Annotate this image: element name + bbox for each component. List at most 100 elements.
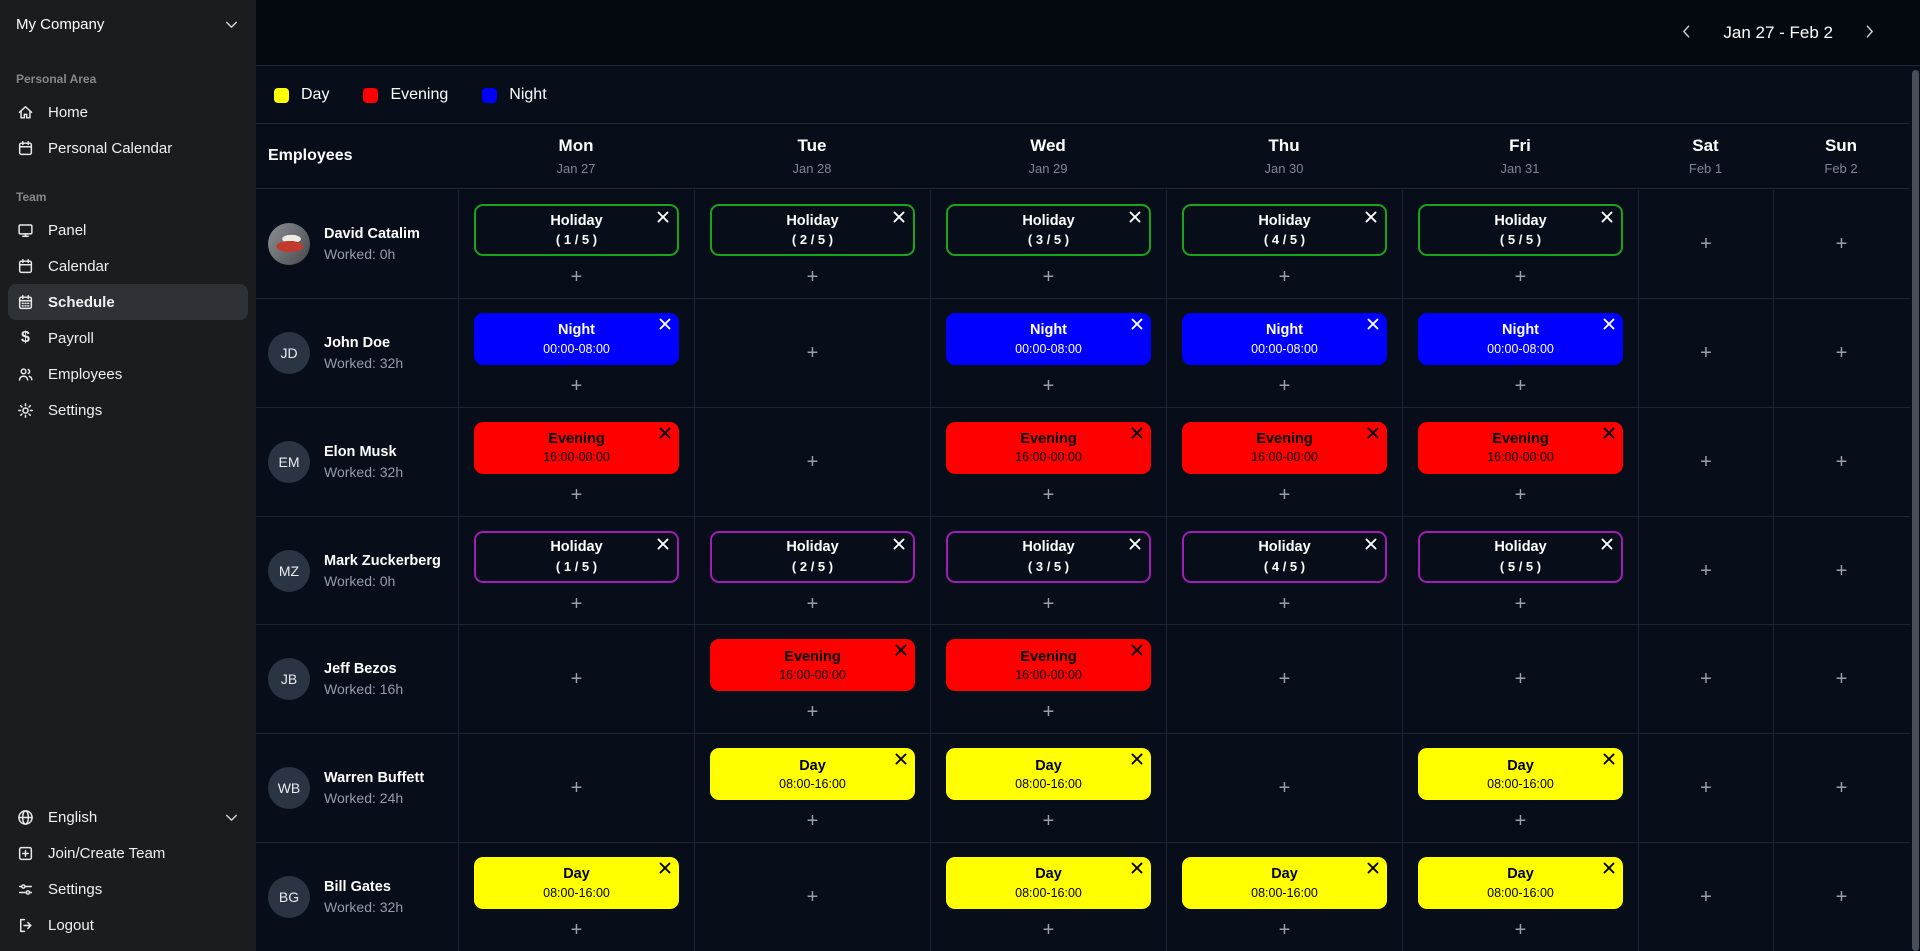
add-shift-button[interactable]: + [1269,590,1301,618]
remove-shift-button[interactable] [1365,316,1381,335]
remove-shift-button[interactable] [1601,751,1617,770]
sidebar-footer-item-join-create-team[interactable]: Join/Create Team [8,835,248,871]
remove-shift-button[interactable] [1129,642,1145,661]
remove-shift-button[interactable] [1127,209,1143,228]
add-shift-button[interactable]: + [1505,263,1537,291]
add-shift-button[interactable]: + [797,590,829,618]
add-shift-button[interactable]: + [1826,665,1858,693]
add-shift-button[interactable]: + [561,590,593,618]
remove-shift-button[interactable] [1601,860,1617,879]
add-shift-button[interactable]: + [1690,448,1722,476]
shift-day[interactable]: Day 08:00-16:00 [1418,748,1623,801]
add-shift-button[interactable]: + [1826,339,1858,367]
remove-shift-button[interactable] [893,751,909,770]
sidebar-footer-item-settings[interactable]: Settings [8,871,248,907]
sidebar-item-panel[interactable]: Panel [8,212,248,248]
add-shift-button[interactable]: + [797,698,829,726]
shift-day[interactable]: Day 08:00-16:00 [1418,857,1623,910]
remove-shift-button[interactable] [655,536,671,555]
add-shift-button[interactable]: + [1269,263,1301,291]
prev-week-button[interactable] [1674,19,1699,47]
shift-holiday-purple[interactable]: Holiday ( 2 / 5 ) [710,530,915,583]
remove-shift-button[interactable] [657,316,673,335]
add-shift-button[interactable]: + [1826,230,1858,258]
remove-shift-button[interactable] [1601,316,1617,335]
sidebar-item-calendar[interactable]: Calendar [8,248,248,284]
add-shift-button[interactable]: + [1690,557,1722,585]
shift-day[interactable]: Day 08:00-16:00 [946,748,1151,801]
add-shift-button[interactable]: + [1826,883,1858,911]
shift-evening[interactable]: Evening 16:00-00:00 [946,421,1151,474]
add-shift-button[interactable]: + [797,448,829,476]
sidebar-footer-item-logout[interactable]: Logout [8,907,248,943]
add-shift-button[interactable]: + [1269,916,1301,944]
company-selector[interactable]: My Company [0,0,256,48]
add-shift-button[interactable]: + [1033,263,1065,291]
shift-holiday-green[interactable]: Holiday ( 4 / 5 ) [1182,204,1387,256]
shift-holiday-purple[interactable]: Holiday ( 3 / 5 ) [946,530,1151,583]
sidebar-item-payroll[interactable]: $ Payroll [8,320,248,356]
remove-shift-button[interactable] [657,860,673,879]
sidebar-item-employees[interactable]: Employees [8,356,248,392]
add-shift-button[interactable]: + [1033,916,1065,944]
add-shift-button[interactable]: + [1033,698,1065,726]
add-shift-button[interactable]: + [561,774,593,802]
shift-day[interactable]: Day 08:00-16:00 [710,748,915,801]
add-shift-button[interactable]: + [797,807,829,835]
shift-holiday-green[interactable]: Holiday ( 3 / 5 ) [946,204,1151,256]
shift-evening[interactable]: Evening 16:00-00:00 [710,639,915,692]
shift-holiday-green[interactable]: Holiday ( 2 / 5 ) [710,204,915,256]
add-shift-button[interactable]: + [1269,372,1301,400]
add-shift-button[interactable]: + [1505,372,1537,400]
add-shift-button[interactable]: + [1505,481,1537,509]
sidebar-item-schedule[interactable]: Schedule [8,284,248,320]
add-shift-button[interactable]: + [561,263,593,291]
add-shift-button[interactable]: + [1690,230,1722,258]
remove-shift-button[interactable] [1365,425,1381,444]
scrollbar-thumb[interactable] [1912,70,1919,951]
shift-holiday-purple[interactable]: Holiday ( 4 / 5 ) [1182,530,1387,583]
add-shift-button[interactable]: + [1826,774,1858,802]
shift-night[interactable]: Night 00:00-08:00 [474,312,679,365]
add-shift-button[interactable]: + [1033,807,1065,835]
remove-shift-button[interactable] [657,425,673,444]
remove-shift-button[interactable] [1129,751,1145,770]
remove-shift-button[interactable] [1599,536,1615,555]
remove-shift-button[interactable] [1129,316,1145,335]
remove-shift-button[interactable] [1363,536,1379,555]
add-shift-button[interactable]: + [561,916,593,944]
shift-holiday-green[interactable]: Holiday ( 1 / 5 ) [474,204,679,256]
shift-night[interactable]: Night 00:00-08:00 [1182,312,1387,365]
shift-evening[interactable]: Evening 16:00-00:00 [474,421,679,474]
remove-shift-button[interactable] [1599,209,1615,228]
shift-day[interactable]: Day 08:00-16:00 [474,857,679,910]
remove-shift-button[interactable] [1127,536,1143,555]
shift-day[interactable]: Day 08:00-16:00 [946,857,1151,910]
add-shift-button[interactable]: + [1505,665,1537,693]
add-shift-button[interactable]: + [561,665,593,693]
add-shift-button[interactable]: + [1690,339,1722,367]
shift-night[interactable]: Night 00:00-08:00 [946,312,1151,365]
add-shift-button[interactable]: + [1269,665,1301,693]
sidebar-item-home[interactable]: Home [8,94,248,130]
remove-shift-button[interactable] [893,642,909,661]
shift-day[interactable]: Day 08:00-16:00 [1182,857,1387,910]
remove-shift-button[interactable] [891,209,907,228]
add-shift-button[interactable]: + [561,481,593,509]
remove-shift-button[interactable] [1365,860,1381,879]
sidebar-item-settings[interactable]: Settings [8,392,248,428]
shift-evening[interactable]: Evening 16:00-00:00 [1418,421,1623,474]
shift-evening[interactable]: Evening 16:00-00:00 [1182,421,1387,474]
add-shift-button[interactable]: + [797,339,829,367]
add-shift-button[interactable]: + [1033,590,1065,618]
add-shift-button[interactable]: + [1690,883,1722,911]
sidebar-item-personal-calendar[interactable]: Personal Calendar [8,130,248,166]
remove-shift-button[interactable] [1601,425,1617,444]
add-shift-button[interactable]: + [1033,372,1065,400]
shift-evening[interactable]: Evening 16:00-00:00 [946,639,1151,692]
add-shift-button[interactable]: + [1690,774,1722,802]
shift-holiday-purple[interactable]: Holiday ( 5 / 5 ) [1418,530,1623,583]
add-shift-button[interactable]: + [1505,916,1537,944]
add-shift-button[interactable]: + [1269,481,1301,509]
remove-shift-button[interactable] [655,209,671,228]
